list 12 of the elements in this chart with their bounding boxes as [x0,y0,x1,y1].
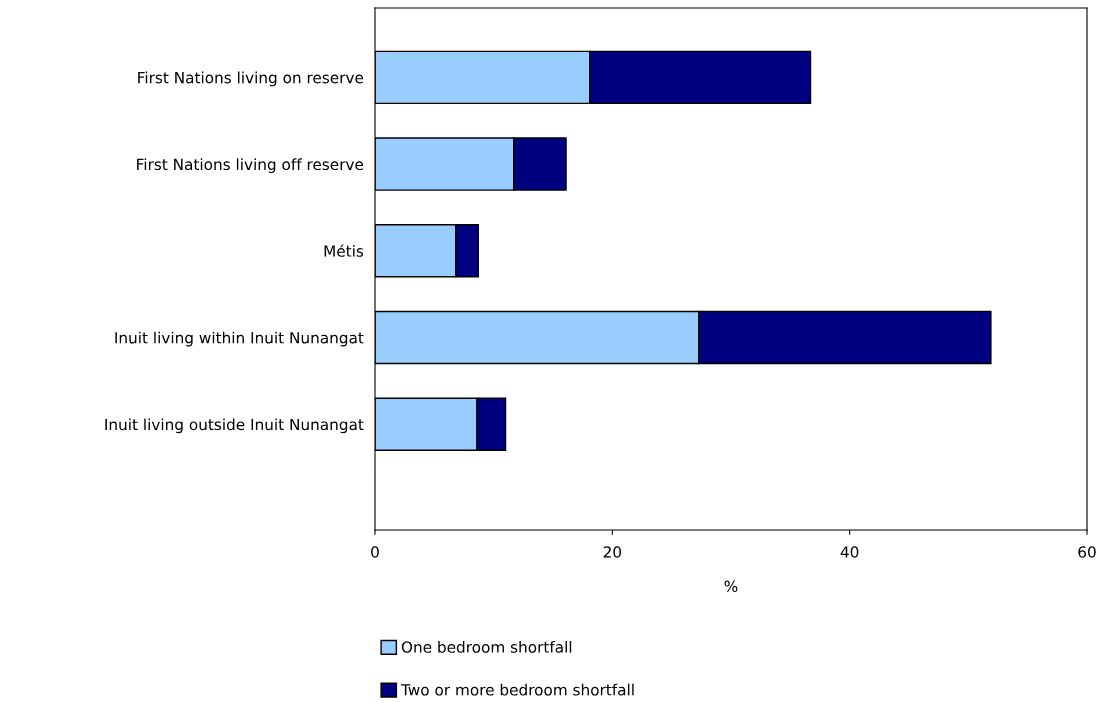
legend-label: Two or more bedroom shortfall [400,683,634,696]
y-tick-label: Inuit living outside Inuit Nunangat [105,418,364,434]
y-tick-label: Inuit living within Inuit Nunangat [115,331,364,347]
x-tick-label: 0 [371,546,379,558]
legend-label: One bedroom shortfall [401,640,572,653]
x-tick-label: 20 [603,546,622,558]
y-tick-label: First Nations living on reserve [138,71,364,87]
y-tick-label: Métis [324,244,364,257]
x-tick-label: 60 [1078,546,1096,558]
x-axis-title: % [724,580,738,593]
y-tick-label: First Nations living off reserve [137,158,364,174]
x-tick-label: 40 [840,546,859,558]
